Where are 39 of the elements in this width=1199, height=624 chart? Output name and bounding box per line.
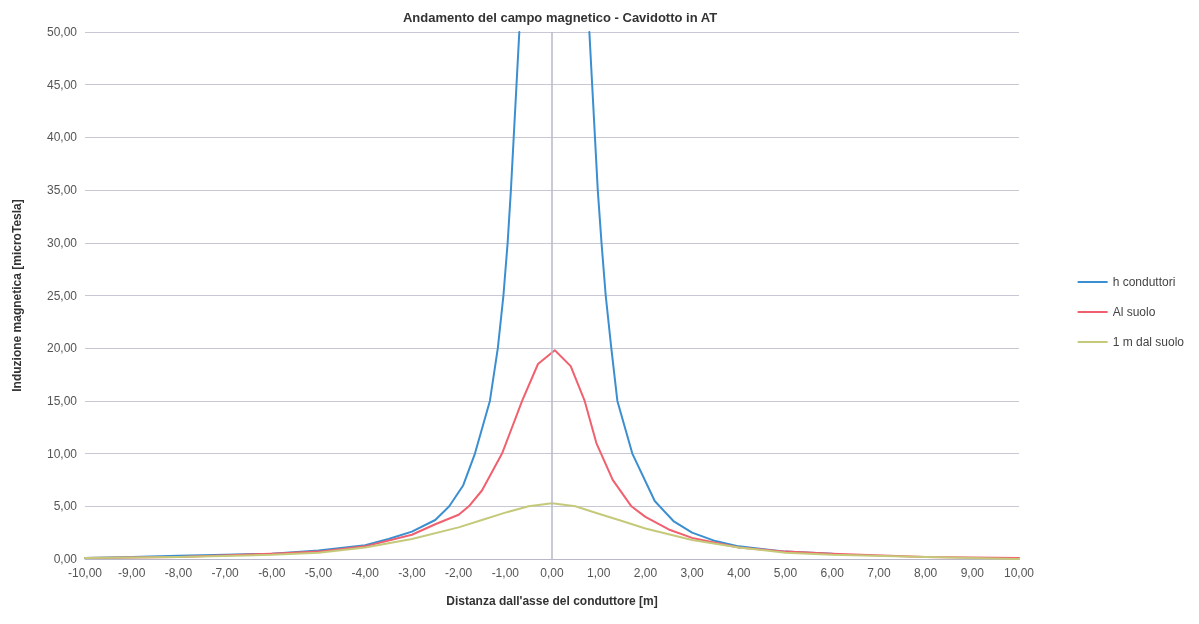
x-tick-label: -4,00 (351, 566, 380, 580)
y-tick-label: 40,00 (46, 130, 78, 145)
x-tick-label: -5,00 (304, 566, 333, 580)
y-tick-label: 35,00 (46, 183, 78, 198)
x-tick-label: 1,00 (587, 566, 611, 580)
x-tick-label: 7,00 (867, 566, 891, 580)
legend-label: Al suolo (1112, 305, 1156, 319)
x-tick-label: 9,00 (960, 566, 985, 580)
chart-title: Andamento del campo magnetico - Cavidotto in AT (402, 10, 718, 25)
y-tick-label: 25,00 (46, 288, 78, 303)
y-tick-label: 50,00 (46, 25, 78, 39)
x-tick-label: 4,00 (727, 566, 751, 580)
x-tick-label: 3,00 (680, 566, 705, 580)
y-tick-label: 10,00 (46, 446, 78, 461)
legend-label: 1 m dal suolo (1112, 335, 1185, 349)
x-tick-label: -3,00 (398, 566, 426, 580)
line-series (84, 502, 1020, 560)
x-tick-label: 5,00 (773, 566, 798, 580)
y-tick-label: 0,00 (53, 552, 78, 566)
legend-label: h conduttori (1112, 275, 1176, 289)
x-axis-title: Distanza dall'asse del conduttore [m] (446, 594, 658, 608)
y-tick-label: 30,00 (46, 235, 78, 250)
x-tick-label: 10,00 (1003, 566, 1035, 580)
x-tick-label: -8,00 (164, 566, 193, 580)
y-tick-label: 45,00 (46, 77, 78, 92)
x-tick-label: 2,00 (633, 566, 658, 580)
x-tick-label: 8,00 (913, 566, 938, 580)
y-axis-title: Induzione magnetica [microTesla] (10, 199, 24, 392)
x-tick-label: -1,00 (491, 566, 520, 580)
x-tick-label: -10,00 (67, 566, 103, 580)
y-tick-label: 15,00 (46, 393, 78, 408)
x-tick-label: -2,00 (444, 566, 473, 580)
x-tick-label: -9,00 (118, 566, 146, 580)
x-tick-label: -7,00 (211, 566, 240, 580)
y-tick-label: 20,00 (46, 341, 78, 356)
x-tick-label: 6,00 (820, 566, 845, 580)
x-tick-label: 0,00 (540, 566, 564, 580)
x-tick-label: -6,00 (258, 566, 286, 580)
y-tick-label: 5,00 (53, 499, 78, 514)
